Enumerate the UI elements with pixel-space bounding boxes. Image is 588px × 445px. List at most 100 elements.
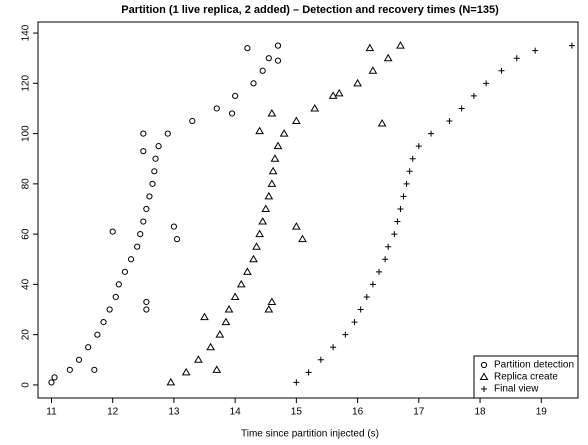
point: [221, 317, 231, 326]
point: [403, 180, 410, 187]
point: [376, 268, 383, 275]
y-tick-label: 0: [21, 382, 32, 388]
x-tick-label: 13: [168, 407, 180, 418]
point: [513, 55, 520, 62]
chart-title: Partition (1 live replica, 2 added) – De…: [121, 4, 499, 16]
point: [310, 103, 320, 112]
point: [351, 319, 358, 326]
point: [109, 228, 116, 235]
point: [230, 292, 240, 300]
point: [149, 180, 156, 187]
point: [273, 141, 283, 150]
y-tick-label: 60: [21, 228, 32, 240]
y-tick-label: 140: [21, 24, 32, 41]
point: [206, 342, 216, 351]
point: [258, 217, 268, 225]
x-tick-label: 11: [46, 407, 57, 418]
point: [369, 281, 376, 288]
point: [115, 281, 122, 288]
point: [532, 47, 539, 54]
point: [385, 243, 392, 250]
point: [215, 330, 225, 338]
legend-label: Replica create: [494, 372, 558, 383]
point: [328, 91, 338, 99]
x-tick-label: 16: [352, 407, 364, 418]
y-tick-label: 100: [21, 125, 32, 142]
point: [140, 130, 147, 137]
point: [391, 231, 398, 238]
point: [446, 118, 453, 125]
point: [94, 331, 101, 338]
point: [228, 110, 236, 117]
point: [112, 293, 119, 301]
point: [397, 205, 404, 212]
point: [317, 356, 324, 363]
point: [400, 193, 407, 200]
point: [213, 105, 220, 112]
point: [342, 331, 349, 338]
point: [470, 92, 477, 99]
point: [140, 218, 147, 225]
point: [265, 55, 272, 62]
point: [259, 67, 266, 74]
point: [151, 168, 158, 175]
point: [568, 42, 575, 49]
point: [106, 306, 113, 313]
point: [200, 312, 209, 321]
point: [261, 204, 271, 212]
point: [267, 297, 277, 305]
point: [75, 356, 83, 363]
point: [236, 279, 246, 288]
legend-label: Partition detection: [494, 360, 574, 371]
point: [143, 306, 150, 313]
point: [264, 191, 274, 200]
point: [368, 66, 378, 74]
y-tick-label: 120: [21, 75, 32, 92]
x-tick-label: 12: [107, 407, 119, 418]
point: [224, 305, 234, 313]
point: [66, 366, 73, 373]
point: [264, 305, 274, 313]
point: [298, 234, 307, 243]
point: [293, 379, 300, 386]
y-tick-label: 80: [21, 178, 32, 190]
point: [121, 268, 129, 275]
point: [250, 80, 257, 87]
point: [166, 377, 176, 386]
y-tick-label: 20: [21, 329, 32, 341]
point: [140, 148, 147, 155]
legend-marker: [480, 361, 488, 369]
point: [255, 126, 265, 135]
x-tick-label: 19: [536, 407, 548, 418]
point: [51, 374, 58, 381]
point: [173, 236, 181, 243]
legend-box: [473, 355, 579, 399]
point: [249, 254, 258, 263]
point: [252, 242, 261, 250]
point: [143, 298, 150, 306]
point: [334, 88, 344, 97]
legend-label: Final view: [494, 384, 539, 395]
point: [274, 57, 282, 64]
plot-frame: [37, 21, 579, 399]
point: [100, 318, 107, 326]
point: [170, 223, 178, 230]
point: [91, 366, 98, 373]
point: [279, 129, 289, 137]
point: [152, 155, 159, 162]
point: [194, 355, 203, 363]
x-tick-label: 15: [291, 407, 303, 418]
point: [243, 267, 252, 275]
point: [85, 344, 92, 351]
point: [396, 41, 405, 49]
point: [330, 344, 337, 351]
point: [244, 45, 251, 52]
point: [365, 43, 375, 52]
point: [48, 379, 55, 386]
point: [134, 243, 141, 250]
point: [137, 231, 144, 238]
x-axis-label: Time since partition injected (s): [241, 429, 379, 440]
point: [143, 205, 150, 213]
